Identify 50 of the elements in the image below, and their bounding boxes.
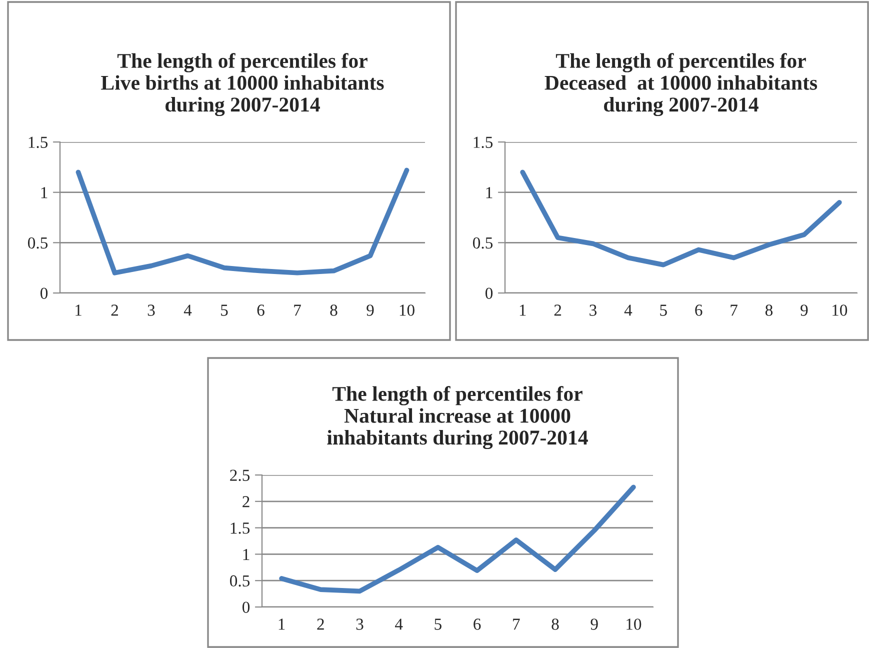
x-tick-label: 6 [695, 304, 702, 316]
x-tick-label: 9 [800, 304, 808, 316]
line-series [279, 484, 636, 594]
x-tick-label: 7 [513, 618, 520, 630]
y-tick-label: 0 [485, 288, 493, 299]
x-tick-label: 1 [520, 304, 526, 316]
y-tick-label: 1.5 [230, 522, 250, 534]
x-tick-label: 8 [330, 304, 338, 316]
y-tick-label: 0 [40, 288, 48, 299]
x-tick-label: 6 [257, 304, 264, 316]
y-tick-label: 0.5 [28, 237, 48, 249]
x-tick-label: 10 [626, 618, 642, 630]
x-tick-label: 6 [474, 618, 481, 630]
y-tick-label: 1.5 [28, 136, 48, 148]
line-series [520, 170, 842, 268]
x-tick-label: 8 [552, 618, 559, 630]
x-tick-label: 4 [624, 304, 632, 316]
chart-title: The length of percentiles for Deceased at 10000 inhabitants during 2007-2014 [544, 53, 818, 116]
x-tick-label: 7 [294, 304, 301, 316]
x-tick-label: 8 [765, 304, 773, 316]
x-tick-label: 5 [221, 304, 228, 316]
y-tick-label: 0.5 [472, 237, 493, 249]
x-tick-label: 2 [317, 618, 324, 630]
chart-title: The length of percentiles for Natural increase at 10000 inhabitants during 2007-2014 [327, 386, 588, 450]
x-tick-label: 9 [366, 304, 374, 316]
x-tick-label: 10 [832, 304, 848, 316]
y-tick-label: 1 [486, 187, 492, 198]
x-tick-label: 2 [554, 304, 562, 316]
x-tick-label: 9 [590, 618, 598, 630]
y-tick-label: 2 [242, 496, 250, 508]
x-tick-label: 3 [590, 304, 597, 316]
x-tick-label: 2 [111, 304, 118, 316]
y-tick-label: 1.5 [474, 136, 493, 148]
y-tick-label: 1 [41, 187, 48, 198]
y-tick-label: 1 [243, 548, 250, 560]
x-tick-label: 5 [434, 618, 442, 630]
x-tick-label: 1 [278, 618, 285, 630]
x-tick-label: 10 [400, 304, 414, 316]
line-series [76, 168, 410, 276]
x-tick-label: 7 [730, 304, 738, 316]
x-tick-label: 5 [660, 304, 667, 316]
chart-title: The length of percentiles for Live births at 10000 inhabitants during 2007-2014 [101, 53, 384, 116]
x-tick-label: 3 [148, 304, 155, 316]
x-tick-label: 4 [184, 304, 192, 316]
y-tick-label: 0.5 [230, 575, 250, 587]
y-tick-label: 0 [242, 602, 250, 613]
y-tick-label: 2.5 [230, 470, 250, 482]
x-tick-label: 1 [76, 304, 82, 316]
x-tick-label: 4 [395, 618, 403, 630]
x-tick-label: 3 [356, 618, 364, 630]
